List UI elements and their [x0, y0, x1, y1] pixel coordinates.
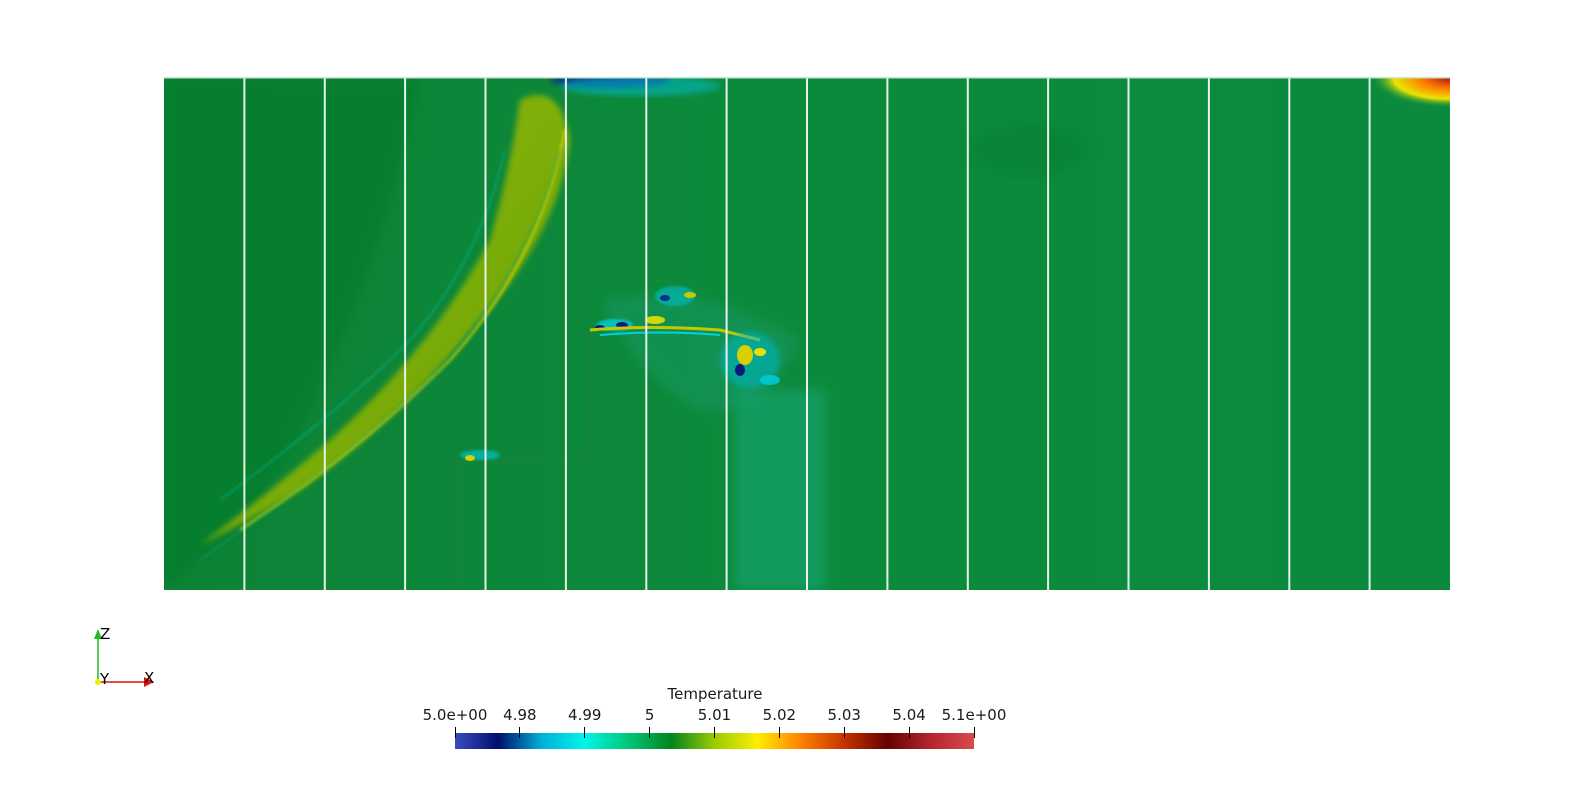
partition-line: [1207, 78, 1210, 590]
colorbar-tick-label: 4.99: [568, 706, 602, 724]
colorbar-tick-label: 5.01: [697, 706, 732, 724]
colorbar-tick-mark: [843, 727, 845, 738]
partition-line: [1368, 78, 1371, 590]
colorbar-tick-label: 5.02: [762, 706, 797, 724]
shock-plume: [200, 95, 570, 545]
orientation-axes: Z Y X: [80, 620, 170, 700]
colorbar-tick-label: 5.04: [892, 706, 926, 724]
colorbar-tick-label: 4.98: [503, 706, 537, 724]
partition-line: [323, 78, 326, 590]
partition-line: [243, 78, 246, 590]
y-axis-dot: [95, 679, 101, 685]
y-axis-label: Y: [100, 670, 110, 688]
colorbar-tick-mark: [778, 727, 780, 738]
hot-corner: [1370, 78, 1450, 108]
colorbar-tick-label: 5.0e+00: [422, 706, 488, 724]
vortex-cluster-upper: [589, 286, 761, 342]
colorbar-tick-mark: [908, 727, 910, 738]
colorbar-tick-mark: [519, 727, 521, 738]
x-axis-arrow: [144, 677, 154, 687]
colorbar-tick-mark: [714, 727, 715, 738]
partition-line: [1127, 78, 1130, 590]
colorbar-title: Temperature: [667, 685, 763, 703]
z-axis-arrow: [94, 629, 102, 639]
colorbar-tick-label: 5: [644, 706, 655, 724]
vortex-small: [460, 450, 500, 461]
step-outline: [457, 329, 721, 590]
x-axis-label: X: [144, 669, 155, 687]
colorbar-tick-label: 5.1e+00: [941, 706, 1007, 724]
partition-line: [886, 78, 889, 590]
domain-top-edge: [164, 77, 1450, 79]
partition-line: [806, 78, 808, 590]
partition-line: [725, 78, 728, 590]
colorbar-tick-label: 5.03: [827, 706, 861, 724]
partition-line: [645, 78, 648, 590]
partition-line: [404, 78, 407, 590]
vortex-cluster-lower: [720, 332, 780, 388]
colorbar-tick-mark: [973, 727, 975, 738]
partition-line: [564, 78, 567, 590]
colorbar-tick-mark: [584, 727, 586, 738]
partition-lines: [164, 77, 1450, 590]
z-axis-label: Z: [100, 625, 111, 643]
partition-line: [1288, 78, 1291, 590]
colorbar-tick-mark: [454, 727, 456, 738]
partition-line: [1047, 78, 1050, 590]
partition-line: [966, 78, 969, 590]
colorbar-tick-mark: [649, 727, 651, 738]
partition-line: [484, 78, 487, 590]
